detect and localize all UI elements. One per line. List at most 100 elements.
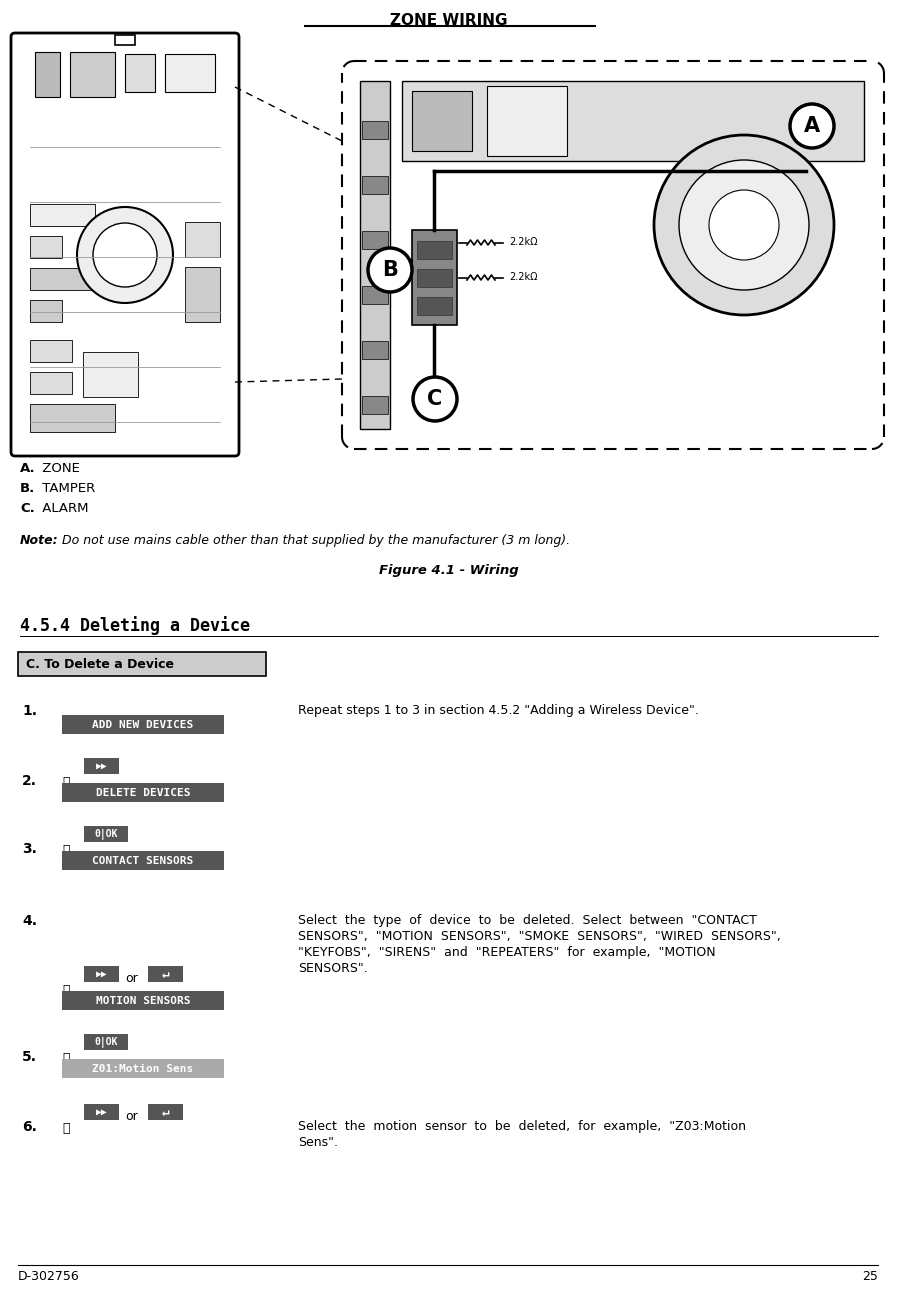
Bar [84,1104,119,1121]
Bar [83,351,138,397]
Text: Z01:Motion Sens: Z01:Motion Sens [92,1064,194,1074]
Bar [362,121,388,139]
Bar [30,236,62,258]
Bar [487,86,567,156]
Bar [62,991,224,1010]
Bar [148,1104,183,1121]
Bar [84,966,119,982]
Bar [125,54,155,92]
Bar [84,1034,128,1051]
Text: 📱: 📱 [62,844,69,857]
Text: SENSORS".: SENSORS". [298,962,368,975]
Text: DELETE DEVICES: DELETE DEVICES [96,787,190,798]
Text: ALARM: ALARM [38,502,89,515]
Bar [35,52,60,97]
Bar [18,652,266,676]
Bar [417,297,452,315]
Text: ZONE WIRING: ZONE WIRING [391,13,507,29]
Bar [62,851,224,870]
Circle shape [654,135,834,315]
Text: ↵: ↵ [162,968,169,981]
Bar [360,80,390,429]
Text: 1.: 1. [22,704,37,719]
Text: 0|OK: 0|OK [94,829,118,839]
Text: ZONE: ZONE [38,462,80,475]
Text: 📱: 📱 [62,1052,69,1065]
Bar [115,35,135,45]
Text: C: C [427,389,443,409]
Bar [30,268,95,291]
Text: "KEYFOBS",  "SIRENS"  and  "REPEATERS"  for  example,  "MOTION: "KEYFOBS", "SIRENS" and "REPEATERS" for … [298,946,716,958]
Text: 5.: 5. [22,1051,37,1064]
Text: 📱: 📱 [62,984,69,997]
Text: 4.: 4. [22,914,37,927]
Text: 0|OK: 0|OK [94,1036,118,1048]
Circle shape [790,104,834,148]
Text: or: or [125,971,137,984]
Circle shape [77,208,173,303]
Text: ▶▶: ▶▶ [95,1108,108,1117]
Bar [70,52,115,97]
Bar [30,372,72,394]
Text: CONTACT SENSORS: CONTACT SENSORS [92,856,194,865]
Bar [30,300,62,322]
Bar [30,403,115,432]
Bar [362,176,388,195]
Circle shape [413,377,457,422]
Bar [84,826,128,842]
Text: ▶▶: ▶▶ [95,969,108,979]
Text: MOTION SENSORS: MOTION SENSORS [96,996,190,1005]
Bar [362,341,388,359]
Text: ↵: ↵ [162,1105,169,1118]
Bar [362,287,388,303]
Text: 3.: 3. [22,842,37,856]
FancyBboxPatch shape [11,32,239,457]
Text: SENSORS",  "MOTION  SENSORS",  "SMOKE  SENSORS",  "WIRED  SENSORS",: SENSORS", "MOTION SENSORS", "SMOKE SENSO… [298,930,780,943]
Text: 2.2kΩ: 2.2kΩ [509,272,538,281]
Text: 25: 25 [862,1270,878,1283]
Text: 2.: 2. [22,774,37,789]
Bar [412,230,457,326]
Text: A.: A. [20,462,36,475]
Bar [62,1058,224,1078]
Bar [185,267,220,322]
Bar [417,268,452,287]
Text: Select  the  motion  sensor  to  be  deleted,  for  example,  "Z03:Motion: Select the motion sensor to be deleted, … [298,1121,746,1134]
Text: ADD NEW DEVICES: ADD NEW DEVICES [92,720,194,729]
Text: 4.5.4 Deleting a Device: 4.5.4 Deleting a Device [20,616,250,636]
Bar [62,783,224,802]
Text: 2.2kΩ: 2.2kΩ [509,237,538,246]
Text: B.: B. [20,482,35,495]
Bar [402,80,864,161]
Bar [62,715,224,734]
Text: Sens".: Sens". [298,1136,338,1149]
Text: D-302756: D-302756 [18,1270,80,1283]
Text: Note:: Note: [20,534,58,547]
Circle shape [93,223,157,287]
Bar [30,204,95,226]
Bar [148,966,183,982]
Bar [362,396,388,414]
Text: 📱: 📱 [62,776,69,789]
Text: 📱: 📱 [62,1122,69,1135]
Text: TAMPER: TAMPER [38,482,95,495]
Circle shape [679,160,809,291]
Bar [84,757,119,774]
Bar [417,241,452,259]
Circle shape [709,189,779,259]
Text: Figure 4.1 - Wiring: Figure 4.1 - Wiring [379,564,519,577]
Circle shape [368,248,412,292]
Bar [412,91,472,150]
Text: ▶▶: ▶▶ [95,761,108,770]
Text: 6.: 6. [22,1121,37,1134]
Text: or: or [125,1110,137,1123]
Bar [185,222,220,257]
Text: C. To Delete a Device: C. To Delete a Device [26,658,174,671]
Text: Repeat steps 1 to 3 in section 4.5.2 "Adding a Wireless Device".: Repeat steps 1 to 3 in section 4.5.2 "Ad… [298,704,699,717]
Bar [165,54,215,92]
Text: B: B [382,259,398,280]
Bar [30,340,72,362]
Text: C.: C. [20,502,35,515]
Text: Select  the  type  of  device  to  be  deleted.  Select  between  "CONTACT: Select the type of device to be deleted.… [298,914,757,927]
Text: A: A [804,115,820,136]
